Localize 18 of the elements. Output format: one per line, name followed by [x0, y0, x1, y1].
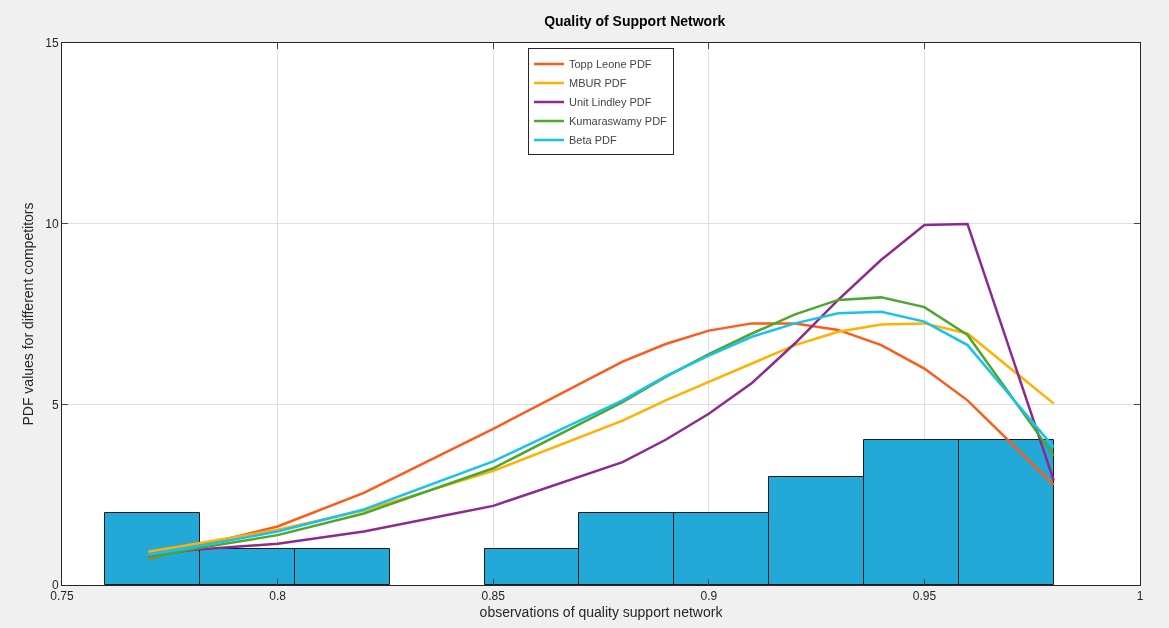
line-series: [146, 222, 1056, 558]
chart-title: Quality of Support Network: [544, 12, 726, 29]
legend-label: MBUR PDF: [569, 77, 627, 90]
x-tick-label: 0.95: [912, 589, 937, 604]
y-tick-label: 5: [51, 397, 59, 412]
y-axis-title: PDF values for different competitors: [19, 202, 36, 426]
legend-label: Unit Lindley PDF: [569, 96, 652, 109]
x-axis-title: observations of quality support network: [479, 603, 724, 620]
legend-label: Beta PDF: [569, 134, 617, 147]
legend-label: Topp Leone PDF: [569, 58, 652, 71]
y-tick-label: 15: [45, 36, 59, 51]
x-tick-label: 0.75: [50, 589, 74, 604]
x-tick-label: 0.85: [481, 589, 506, 604]
x-tick-label: 0.8: [269, 589, 287, 604]
y-tick-label: 10: [45, 216, 59, 231]
x-tick-label: 1: [1136, 589, 1144, 604]
legend-label: Kumaraswamy PDF: [569, 115, 668, 128]
x-tick-label: 0.9: [700, 589, 718, 604]
